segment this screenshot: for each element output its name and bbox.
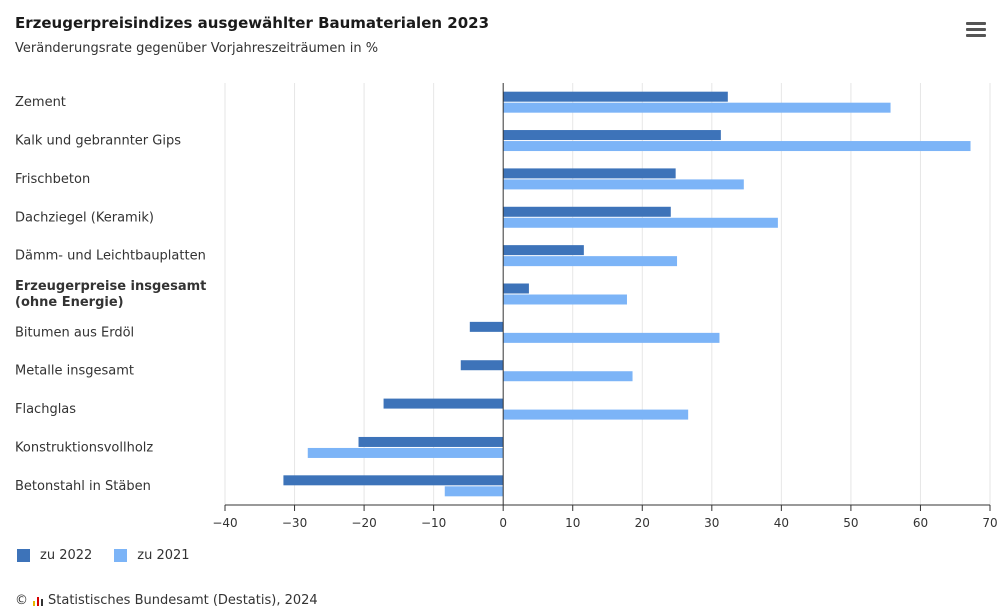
bar-2022[interactable] bbox=[503, 168, 676, 179]
x-tick-label: −20 bbox=[351, 516, 376, 530]
category-label: Kalk und gebrannter Gips bbox=[15, 134, 181, 149]
category-label: Konstruktionsvollholz bbox=[15, 440, 153, 455]
category-label: (ohne Energie) bbox=[15, 295, 124, 310]
bar-2022[interactable] bbox=[383, 398, 504, 409]
x-tick-label: 50 bbox=[843, 516, 858, 530]
bar-2021[interactable] bbox=[503, 332, 720, 343]
legend-label-2022: zu 2022 bbox=[40, 548, 93, 563]
bar-2022[interactable] bbox=[503, 245, 584, 256]
x-tick-label: 20 bbox=[635, 516, 650, 530]
x-tick-label: 30 bbox=[704, 516, 719, 530]
credits[interactable]: © Statistisches Bundesamt (Destatis), 20… bbox=[15, 593, 318, 608]
bar-2022[interactable] bbox=[503, 206, 671, 217]
bar-2022[interactable] bbox=[503, 283, 529, 294]
bar-2021[interactable] bbox=[503, 409, 689, 420]
hamburger-menu-icon[interactable] bbox=[966, 22, 986, 38]
chart-legend: zu 2022 zu 2021 bbox=[17, 548, 190, 563]
bar-2022[interactable] bbox=[460, 360, 504, 371]
category-label: Dämm- und Leichtbauplatten bbox=[15, 249, 206, 264]
x-tick-label: 40 bbox=[774, 516, 789, 530]
category-label: Metalle insgesamt bbox=[15, 364, 134, 379]
chart-subtitle: Veränderungsrate gegenüber Vorjahreszeit… bbox=[15, 41, 379, 56]
bar-2021[interactable] bbox=[503, 256, 678, 267]
x-tick-label: −30 bbox=[282, 516, 307, 530]
bar-2021[interactable] bbox=[444, 486, 504, 497]
x-tick-label: −40 bbox=[212, 516, 237, 530]
bar-2021[interactable] bbox=[503, 102, 891, 113]
x-tick-label: 10 bbox=[565, 516, 580, 530]
category-label: Frischbeton bbox=[15, 172, 90, 187]
category-label: Flachglas bbox=[15, 402, 76, 417]
category-label: Zement bbox=[15, 95, 66, 110]
bar-2022[interactable] bbox=[469, 321, 504, 332]
x-tick-label: 70 bbox=[982, 516, 997, 530]
destatis-logo-icon bbox=[33, 596, 43, 606]
chart-title: Erzeugerpreisindizes ausgewählter Baumat… bbox=[15, 14, 490, 32]
legend-item-2022[interactable]: zu 2022 bbox=[17, 548, 92, 563]
x-tick-label: −10 bbox=[421, 516, 446, 530]
bar-2022[interactable] bbox=[283, 475, 504, 486]
bar-2021[interactable] bbox=[503, 217, 778, 228]
legend-item-2021[interactable]: zu 2021 bbox=[114, 548, 190, 563]
bar-2021[interactable] bbox=[307, 447, 504, 458]
bar-2021[interactable] bbox=[503, 179, 744, 190]
category-label: Betonstahl in Stäben bbox=[15, 479, 151, 494]
category-label: Dachziegel (Keramik) bbox=[15, 210, 154, 225]
bar-2022[interactable] bbox=[358, 436, 504, 447]
bar-2021[interactable] bbox=[503, 371, 633, 382]
legend-label-2021: zu 2021 bbox=[137, 548, 190, 563]
x-tick-label: 60 bbox=[913, 516, 928, 530]
x-tick-label: 0 bbox=[499, 516, 507, 530]
bar-chart: Zement Kalk und gebrannter Gips Frischbeto… bbox=[15, 83, 998, 530]
bar-2022[interactable] bbox=[503, 130, 721, 141]
bar-2022[interactable] bbox=[503, 91, 728, 102]
bar-2021[interactable] bbox=[503, 141, 971, 152]
legend-swatch-2021 bbox=[114, 549, 128, 562]
copyright-symbol: © bbox=[15, 593, 28, 608]
credits-text: Statistisches Bundesamt (Destatis), 2024 bbox=[48, 593, 318, 608]
bar-2021[interactable] bbox=[503, 294, 627, 305]
category-label: Bitumen aus Erdöl bbox=[15, 325, 134, 340]
category-label: Erzeugerpreise insgesamt bbox=[15, 279, 206, 294]
legend-swatch-2022 bbox=[17, 549, 30, 562]
